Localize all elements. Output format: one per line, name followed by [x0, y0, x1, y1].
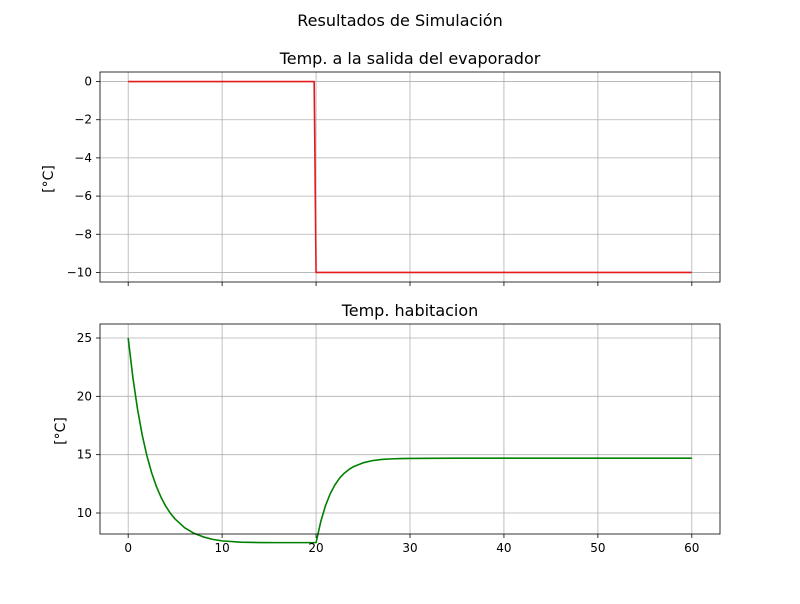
y-tick-label: 25 [77, 331, 92, 345]
series-line [128, 80, 692, 274]
subplot-room-temp: Temp. habitacion [°C] 0 10 20 30 40 50 60 10 15 2… [53, 301, 721, 555]
x-tick-label: 40 [496, 541, 511, 555]
x-tick-label: 60 [684, 541, 699, 555]
x-tick-label: 0 [124, 541, 132, 555]
subplot-title: Temp. a la salida del evaporador [279, 49, 541, 68]
x-tick-label: 30 [402, 541, 417, 555]
y-axis-label: [°C] [41, 165, 57, 193]
y-tick-label: 0 [84, 75, 92, 89]
y-tick-label: −8 [74, 227, 92, 241]
x-tick-label: 50 [590, 541, 605, 555]
y-tick-label: 20 [77, 389, 92, 403]
figure-suptitle: Resultados de Simulación [297, 11, 502, 30]
y-tick-label: −10 [67, 265, 92, 279]
y-axis-label: [°C] [53, 417, 69, 445]
y-tick-label: −2 [74, 113, 92, 127]
y-tick-label: 10 [77, 506, 92, 520]
y-tick-label: 15 [77, 448, 92, 462]
series-line [127, 337, 692, 544]
x-tick-label: 20 [308, 541, 323, 555]
subplot-evaporator-outlet-temp: Temp. a la salida del evaporador [°C] 0 −… [41, 49, 721, 286]
y-tick-label: −4 [74, 151, 92, 165]
x-tick-label: 10 [214, 541, 229, 555]
subplot-title: Temp. habitacion [341, 301, 479, 320]
y-tick-label: −6 [74, 189, 92, 203]
